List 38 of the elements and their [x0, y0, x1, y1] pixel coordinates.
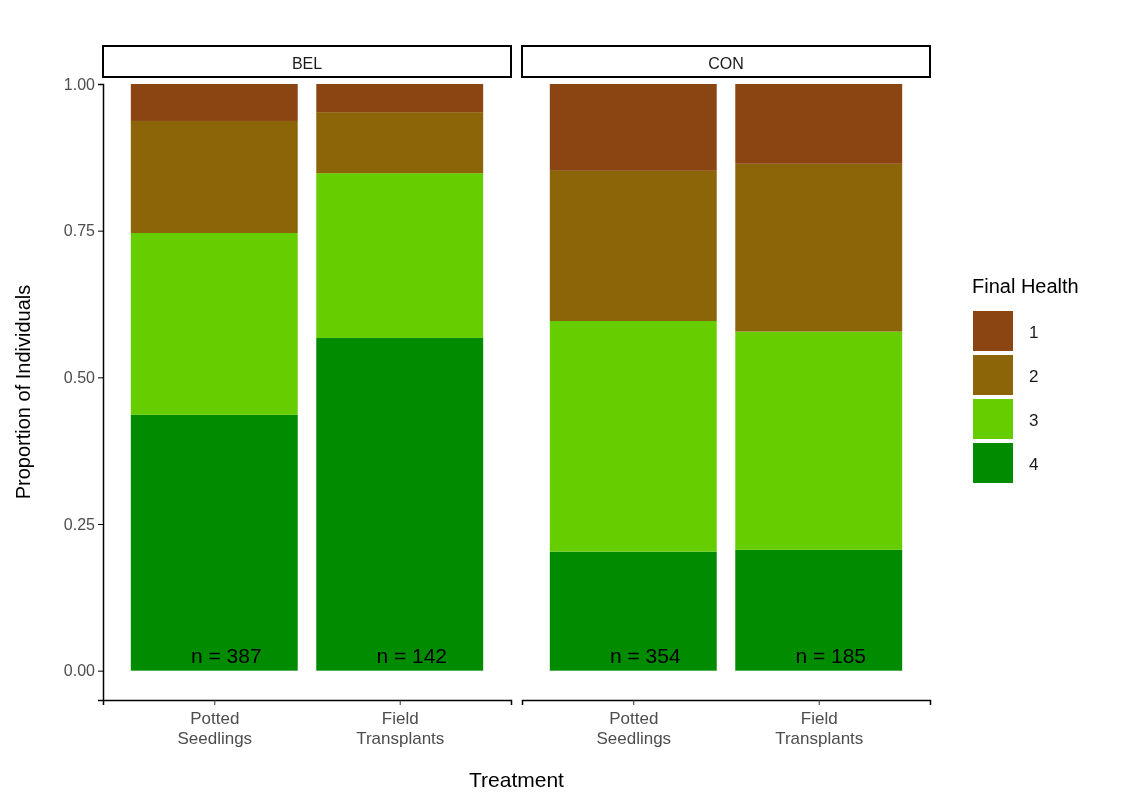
y-axis-title: Proportion of Individuals [12, 284, 34, 500]
legend-label: 3 [1029, 411, 1039, 430]
bar [316, 173, 484, 339]
legend-title: Final Health [972, 275, 1079, 297]
bar [735, 163, 903, 332]
x-tick-label: Field Transplants [356, 709, 445, 748]
chart-title: BEL [291, 55, 323, 72]
x-tick-label: Field Transplants [775, 709, 864, 748]
y-tick-label: 0.75 [63, 222, 96, 240]
annotation: n = 185 [795, 644, 867, 667]
y-tick-label: 0.50 [63, 368, 96, 386]
y-tick-label: 0.00 [63, 662, 96, 680]
bar [549, 321, 717, 552]
legend-label: 2 [1029, 367, 1039, 386]
x-tick-label: Potted Seedlings [177, 709, 253, 748]
annotation: n = 142 [376, 644, 448, 667]
bar [735, 549, 903, 671]
y-tick-label: 1.00 [63, 75, 96, 93]
bar [735, 331, 903, 550]
chart-title: CON [708, 55, 744, 72]
annotation: n = 387 [190, 644, 262, 667]
bar [549, 551, 717, 671]
bar [549, 170, 717, 322]
annotation: n = 354 [609, 644, 681, 667]
y-tick-label: 0.25 [63, 515, 96, 533]
bar [130, 414, 298, 671]
bar [130, 233, 298, 415]
x-tick-label: Potted Seedlings [596, 709, 672, 748]
bar [735, 84, 903, 164]
bar [316, 84, 484, 113]
legend-label: 1 [1029, 323, 1039, 342]
x-axis-title: Treatment [469, 768, 565, 791]
bar [316, 112, 484, 174]
legend-label: 4 [1029, 455, 1039, 474]
bar [130, 120, 298, 234]
bar [130, 84, 298, 121]
bar [549, 84, 717, 171]
bar [316, 338, 484, 671]
